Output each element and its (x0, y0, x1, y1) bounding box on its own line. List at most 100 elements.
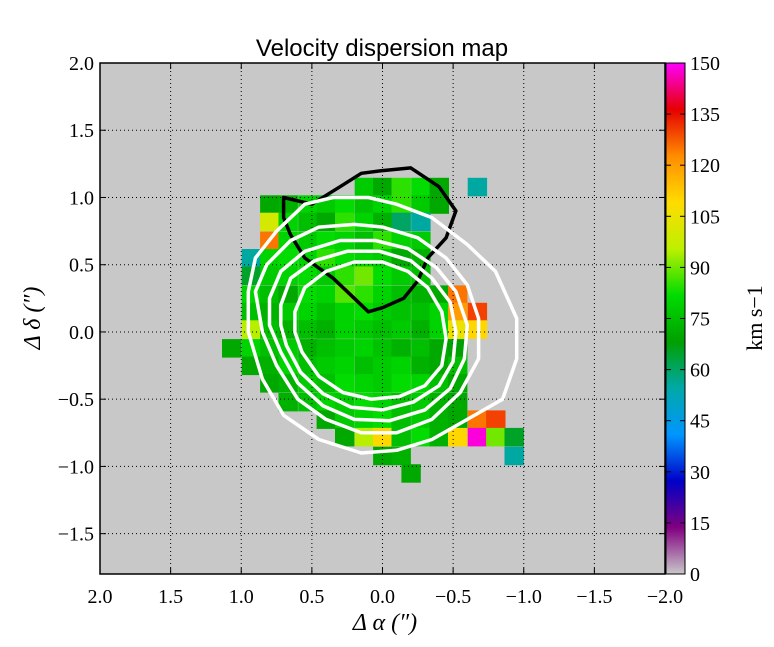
dispersion-pixel (411, 339, 431, 358)
dispersion-pixel (391, 320, 411, 339)
contour-line (293, 260, 448, 401)
dispersion-pixel (373, 320, 393, 339)
dispersion-pixel (391, 356, 411, 376)
chart-title: Velocity dispersion map (256, 35, 508, 62)
colorbar-ticks: 0 15 30 45 60 75 90 105 120 135 150 (666, 53, 720, 586)
x-tick-label: 1.5 (158, 586, 183, 608)
dispersion-pixel (316, 302, 336, 322)
dispersion-pixel (222, 339, 242, 358)
dispersion-pixel (335, 374, 355, 393)
x-tick-label: −1.0 (506, 586, 542, 608)
contour-line (279, 249, 458, 412)
dispersion-pixel (260, 374, 280, 393)
dispersion-pixel (411, 302, 431, 322)
y-tick-label: 0.5 (69, 255, 94, 277)
dispersion-pixel (373, 339, 393, 358)
colorbar-tick-label: 120 (690, 155, 720, 177)
y-tick-label: 0.0 (69, 322, 94, 344)
dispersion-pixel (467, 177, 488, 197)
contour-line (246, 195, 519, 455)
colorbar-tick-label: 30 (690, 462, 710, 484)
dispersion-pixel (316, 320, 336, 339)
colorbar-tick-label: 105 (690, 206, 720, 228)
dispersion-pixel (504, 446, 524, 466)
x-axis-label: Δ α (″) (352, 610, 417, 636)
y-tick-label: −1.5 (58, 524, 94, 546)
x-tick-label: 0.0 (370, 586, 395, 608)
dispersion-pixel (411, 212, 431, 232)
dispersion-pixel (391, 177, 411, 197)
dispersion-pixel (335, 266, 355, 285)
y-ticks: 2.0 1.5 1.0 0.5 0.0 −0.5 −1.0 −1.5 (58, 53, 665, 546)
dispersion-pixel (429, 195, 449, 214)
dispersion-pixel (335, 320, 355, 339)
dispersion-pixel (260, 212, 280, 232)
colorbar-label: km s−1 (742, 285, 767, 351)
dispersion-pixel (391, 374, 411, 393)
dispersion-pixel (354, 212, 375, 232)
dispersion-pixel (354, 177, 375, 197)
dispersion-pixel (373, 356, 393, 376)
dispersion-pixel (298, 212, 318, 232)
contours (246, 166, 519, 455)
x-tick-label: −2.0 (647, 586, 683, 608)
dispersion-pixel (391, 285, 411, 304)
dispersion-pixel (391, 302, 411, 322)
x-tick-label: −1.5 (576, 586, 612, 608)
dispersion-pixel (411, 177, 431, 197)
x-tick-label: 1.0 (229, 586, 254, 608)
dispersion-pixel (411, 285, 431, 304)
dispersion-pixel (411, 195, 431, 214)
x-tick-label: 0.5 (299, 586, 324, 608)
dispersion-pixel (448, 427, 468, 447)
dispersion-pixel (504, 427, 524, 447)
dispersion-pixel (316, 356, 336, 376)
dispersion-pixel (278, 392, 298, 412)
dispersion-pixel (335, 302, 355, 322)
dispersion-pixel (391, 212, 411, 232)
y-tick-label: 1.5 (69, 120, 94, 142)
dispersion-pixel (391, 339, 411, 358)
dispersion-pixel (241, 249, 262, 268)
dispersion-pixel (241, 320, 262, 339)
dispersion-pixel (335, 339, 355, 358)
dispersion-pixel (260, 195, 280, 214)
y-tick-label: −1.0 (58, 456, 94, 478)
dispersion-pixel (335, 427, 355, 447)
dispersion-pixel (354, 356, 375, 376)
dispersion-pixel (335, 356, 355, 376)
dispersion-pixel (354, 195, 375, 214)
dispersion-pixel (411, 356, 431, 376)
x-ticks: 2.0 1.5 1.0 0.5 0.0 −0.5 −1.0 −1.5 −2.0 (88, 63, 683, 608)
dispersion-pixel (354, 266, 375, 285)
dispersion-pixel (411, 320, 431, 339)
contour-line (267, 238, 470, 423)
dispersion-pixel (335, 285, 355, 304)
y-tick-label: 2.0 (69, 53, 94, 75)
dispersion-pixel (335, 212, 355, 232)
colorbar-tick-label: 75 (690, 309, 710, 331)
x-tick-label: −0.5 (435, 586, 471, 608)
dispersion-pixel (278, 302, 298, 322)
dispersion-pixel (401, 464, 421, 483)
colorbar-tick-label: 150 (690, 53, 720, 75)
colorbar-tick-label: 135 (690, 104, 720, 126)
dispersion-pixel (316, 285, 336, 304)
dispersion-pixel (486, 427, 506, 447)
dispersion-pixel (335, 195, 355, 214)
y-tick-label: −0.5 (58, 389, 94, 411)
y-tick-label: 1.0 (69, 187, 94, 209)
dispersion-pixel (354, 339, 375, 358)
dispersion-pixel (373, 285, 393, 304)
dispersion-pixel (411, 392, 431, 412)
dispersion-pixel (448, 320, 468, 339)
colorbar-tick-label: 15 (690, 513, 710, 535)
dispersion-pixel (354, 320, 375, 339)
dispersion-pixel (298, 320, 318, 339)
y-axis-label: Δ δ (″) (20, 287, 46, 351)
dispersion-pixel (486, 410, 506, 429)
x-tick-label: 2.0 (88, 586, 113, 608)
dispersion-pixel (260, 249, 280, 268)
contour-line (253, 222, 481, 435)
